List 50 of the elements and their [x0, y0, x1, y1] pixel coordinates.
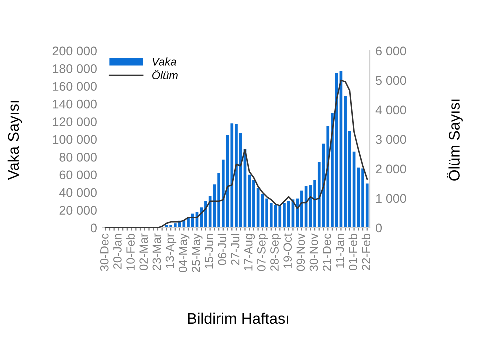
y2-tick-label: 4 000	[376, 106, 406, 115]
y2-tick-label: 0	[376, 224, 382, 233]
y-tick-label: 60 000	[60, 170, 97, 180]
y2-axis-title: Ölüm Sayısı	[447, 100, 463, 181]
x-tick-label: 30-Nov	[310, 234, 318, 272]
x-tick-label: 20-Jan	[114, 234, 122, 270]
bar	[335, 73, 338, 228]
y2-tick-label: 2 000	[376, 164, 406, 174]
y-axis-title: Vaka Sayısı	[8, 101, 22, 180]
x-tick-label: 04-May	[178, 234, 190, 272]
y2-tick-label: 6 000	[376, 46, 406, 56]
y-tick-label: 80 000	[60, 153, 97, 162]
x-tick-label: 27-Jul	[230, 234, 240, 266]
x-tick-label: 23-Mar	[152, 234, 162, 270]
x-axis-title: Bildirim Haftası	[188, 312, 288, 324]
y-tick-label: 160 000	[53, 82, 97, 92]
y-tick-label: 200 000	[52, 46, 97, 56]
x-tick-label: 22-Feb	[362, 234, 371, 270]
x-tick-label: 11-Jan	[336, 234, 344, 268]
y2-tick-label: 5 000	[376, 76, 406, 86]
bar	[270, 203, 273, 228]
x-tick-label: 30-Dec	[100, 234, 109, 272]
x-tick-label: 28-Sep	[270, 234, 282, 272]
x-tick-label: 06-Jul	[218, 234, 227, 266]
y-tick-label: 120 000	[53, 118, 97, 126]
x-tick-label: 07-Sep	[257, 234, 268, 272]
y-tick-label: 140 000	[53, 100, 97, 109]
bar	[287, 201, 290, 228]
y-tick-label: 100 000	[53, 135, 97, 144]
x-tick-label: 13-Apr	[166, 234, 177, 268]
line-series	[104, 80, 368, 228]
y-tick-label: 20 000	[60, 206, 97, 215]
x-tick-label: 17-Aug	[244, 234, 256, 271]
y2-tick-label: 1 000	[376, 194, 406, 204]
x-tick-label: 15-Jun	[205, 234, 214, 269]
legend-label: Ölüm	[152, 70, 178, 80]
x-tick-label: 02-Mar	[140, 234, 148, 270]
x-tick-label: 25-May	[192, 234, 203, 272]
x-tick-label: 21-Dec	[322, 234, 332, 272]
x-tick-label: 10-Feb	[126, 234, 135, 270]
x-tick-label: 01-Feb	[348, 234, 358, 270]
legend-label: Vaka	[152, 58, 176, 66]
y-tick-label: 180 000	[53, 64, 97, 74]
x-tick-label: 09-Nov	[296, 234, 306, 272]
bar	[278, 206, 282, 228]
y2-tick-label: 3 000	[376, 135, 406, 144]
y-tick-label: 40 000	[60, 188, 97, 198]
y-tick-label: 0	[90, 224, 97, 233]
bar	[230, 124, 234, 228]
x-tick-label: 19-Oct	[284, 234, 292, 268]
